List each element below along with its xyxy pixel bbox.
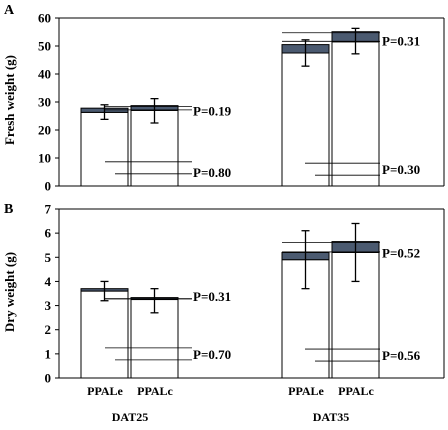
group-label-dat35: DAT35 xyxy=(313,410,349,424)
panel-b-y-tick-label: 3 xyxy=(45,298,52,313)
panel-a-y-tick-label: 20 xyxy=(38,123,51,138)
panel-a-p-value-label-2: P=0.80 xyxy=(193,165,231,180)
x-axis-labels: PPALe PPALc PPALe PPALc DAT25 DAT35 xyxy=(87,384,374,424)
panel-a-y-ticks: 0 10 20 30 40 50 60 xyxy=(38,11,59,194)
panel-b-p-value-label-4: P=0.56 xyxy=(382,348,421,363)
panel-b-y-tick-label: 2 xyxy=(45,322,52,337)
panel-b-y-ticks: 0 1 2 3 4 5 6 7 xyxy=(45,202,59,386)
panel-b-bar-base-1 xyxy=(80,290,129,379)
panel-a-y-tick-label: 30 xyxy=(38,95,51,110)
panel-b-p-value-label-1: P=0.31 xyxy=(193,289,231,304)
panel-b-p-value-label-3: P=0.52 xyxy=(382,245,420,260)
panel-a-bar-base-4 xyxy=(331,41,380,187)
panel-a-y-tick-label: 60 xyxy=(38,11,51,26)
panel-a-y-tick-label: 10 xyxy=(38,151,51,166)
panel-b-p-value-label-2: P=0.70 xyxy=(193,347,231,362)
panel-b-y-tick-label: 7 xyxy=(45,202,52,217)
x-tick-label-4: PPALc xyxy=(338,384,374,398)
panel-a-y-tick-label: 40 xyxy=(38,67,51,82)
panel-a-error-bar-3 xyxy=(301,39,310,67)
panel-b-y-axis-label: Dry weight (g) xyxy=(2,252,17,332)
panel-a-y-tick-label: 50 xyxy=(38,39,51,54)
panel-a-y-axis-label: Fresh weight (g) xyxy=(2,55,17,145)
panel-b-label: B xyxy=(4,202,13,217)
panel-a-error-bar-2 xyxy=(150,97,159,124)
panel-a-error-bar-1 xyxy=(100,104,109,121)
panel-a-p-value-label-1: P=0.19 xyxy=(193,103,232,118)
panel-b-error-bar-4 xyxy=(351,222,360,283)
panel-b-plot: P=0.31 P=0.70 P=0.52 P=0.56 xyxy=(58,208,445,379)
panel-a-p-value-label-3: P=0.31 xyxy=(382,33,420,48)
panel-a-plot: P=0.19 P=0.80 P=0.31 P=0.30 xyxy=(58,17,445,187)
panel-b-y-tick-label: 5 xyxy=(45,250,52,265)
panel-a-bar-base-1 xyxy=(80,111,129,187)
x-tick-label-2: PPALc xyxy=(137,384,173,398)
panel-a-label: A xyxy=(4,3,15,18)
panel-a-y-tick-label: 0 xyxy=(45,179,52,194)
panel-b-y-tick-label: 6 xyxy=(45,226,52,241)
x-tick-label-3: PPALe xyxy=(288,384,324,398)
panel-b-error-bar-2 xyxy=(150,288,159,314)
panel-b-y-tick-label: 0 xyxy=(45,371,52,386)
x-tick-label-1: PPALe xyxy=(87,384,123,398)
panel-b-y-tick-label: 4 xyxy=(45,274,52,289)
panel-b-error-bar-3 xyxy=(301,230,310,290)
panel-a-bar-base-3 xyxy=(281,52,330,187)
panel-a-p-value-label-4: P=0.30 xyxy=(382,162,420,177)
panel-b-error-bar-1 xyxy=(100,280,109,302)
panel-b-y-tick-label: 1 xyxy=(45,346,52,361)
group-label-dat25: DAT25 xyxy=(112,410,148,424)
